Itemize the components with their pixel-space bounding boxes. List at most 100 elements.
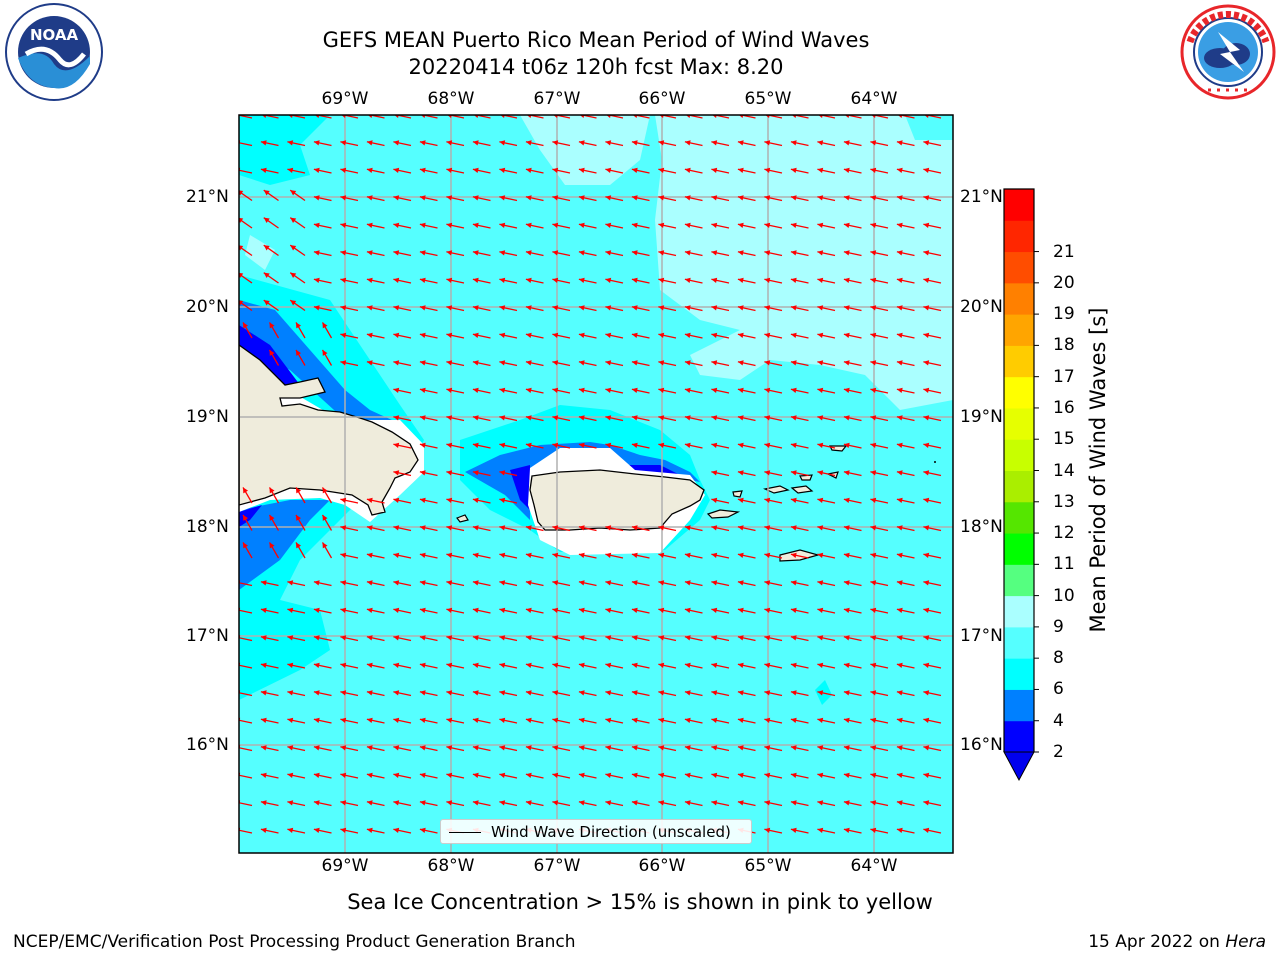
wind-arrow xyxy=(366,305,385,312)
wind-arrow xyxy=(870,690,889,697)
wind-arrow xyxy=(684,717,703,724)
wind-arrow xyxy=(605,140,624,147)
wind-arrow xyxy=(764,580,783,587)
wind-arrow xyxy=(896,827,915,834)
wind-arrow xyxy=(817,800,836,807)
lon-label-top: 67°W xyxy=(533,89,581,109)
wind-arrow xyxy=(790,662,809,669)
wind-arrow xyxy=(287,662,306,669)
wind-arrow xyxy=(419,827,438,834)
wind-arrow xyxy=(684,387,703,394)
wind-arrow xyxy=(472,167,491,174)
wind-arrow xyxy=(578,552,597,559)
wind-arrow xyxy=(552,140,571,147)
wind-arrow xyxy=(631,360,650,367)
wind-arrow xyxy=(764,387,783,394)
wind-arrow xyxy=(579,115,597,119)
wind-arrow xyxy=(552,745,571,752)
wind-arrow xyxy=(499,115,518,119)
wind-arrow xyxy=(711,277,730,284)
wind-arrow xyxy=(446,497,465,504)
wind-arrow xyxy=(313,827,332,834)
wind-arrow xyxy=(685,115,703,119)
chart-title: GEFS MEAN Puerto Rico Mean Period of Win… xyxy=(322,28,870,52)
wind-arrow xyxy=(366,497,385,504)
wind-arrow xyxy=(499,305,518,312)
wind-arrow xyxy=(658,140,677,147)
lon-label-top: 68°W xyxy=(427,89,475,109)
wind-arrow xyxy=(923,250,942,257)
lon-label-bottom: 67°W xyxy=(533,856,581,876)
wind-arrow xyxy=(764,525,783,532)
wind-arrow xyxy=(340,195,359,202)
wind-arrow xyxy=(260,140,279,147)
wind-arrow xyxy=(737,635,756,642)
wind-arrow xyxy=(711,745,730,752)
wind-arrow xyxy=(764,360,783,367)
wind-arrow xyxy=(711,115,730,119)
wind-arrow xyxy=(764,772,783,779)
colorbar-swatch xyxy=(1004,251,1034,284)
wind-arrow xyxy=(684,635,703,642)
wind-arrow xyxy=(684,250,703,257)
wind-arrow xyxy=(313,195,332,202)
wind-arrow xyxy=(499,772,518,779)
wind-arrow xyxy=(790,140,809,147)
lon-label-top: 64°W xyxy=(850,89,898,109)
wind-arrow xyxy=(790,635,809,642)
wind-arrow xyxy=(684,552,703,559)
lon-label-top: 66°W xyxy=(638,89,686,109)
wind-arrow xyxy=(578,525,597,532)
wind-arrow xyxy=(289,217,306,229)
wind-arrow xyxy=(631,387,650,394)
wind-arrow xyxy=(923,115,942,119)
wind-arrow xyxy=(446,470,465,477)
colorbar-tick-label: 13 xyxy=(1053,491,1075,512)
wind-arrow xyxy=(287,167,306,174)
wind-arrow xyxy=(499,195,518,202)
wind-arrow xyxy=(631,745,650,752)
wind-arrow xyxy=(658,195,677,202)
wind-arrow xyxy=(658,580,677,587)
wind-arrow xyxy=(525,222,544,229)
wind-arrow xyxy=(525,772,544,779)
wind-arrow xyxy=(366,580,385,587)
wind-arrow xyxy=(366,525,385,532)
wind-arrow xyxy=(268,514,280,531)
lon-label-bottom: 68°W xyxy=(427,856,475,876)
wind-arrow xyxy=(578,745,597,752)
wind-arrow xyxy=(790,332,809,339)
wind-arrow xyxy=(923,167,942,174)
wind-arrow xyxy=(817,717,836,724)
wind-arrow xyxy=(817,772,836,779)
wind-arrow xyxy=(393,360,412,367)
wind-arrow xyxy=(605,552,624,559)
wind-arrow xyxy=(817,277,836,284)
wind-arrow xyxy=(287,635,306,642)
wind-arrow xyxy=(499,250,518,257)
wind-arrow xyxy=(472,332,491,339)
wind-arrow xyxy=(295,322,306,339)
wind-arrow xyxy=(289,244,306,257)
wind-arrow xyxy=(790,800,809,807)
wind-arrow xyxy=(605,690,624,697)
wind-arrow xyxy=(897,115,915,119)
wind-arrow xyxy=(896,140,915,147)
wind-arrow xyxy=(472,800,491,807)
noaa-logo-text: NOAA xyxy=(30,26,79,44)
wind-arrow xyxy=(790,305,809,312)
wind-arrow xyxy=(631,332,650,339)
wind-arrow xyxy=(525,442,544,449)
wind-arrow xyxy=(631,442,650,449)
colorbar-tick-label: 2 xyxy=(1053,742,1064,762)
wind-arrow xyxy=(419,497,438,504)
wind-arrow xyxy=(764,115,783,119)
wind-arrow xyxy=(923,332,942,339)
wind-arrow xyxy=(817,305,836,312)
wind-arrow xyxy=(896,470,915,477)
lat-label-right: 17°N xyxy=(960,626,1003,646)
wind-arrow xyxy=(817,250,836,257)
wind-arrow xyxy=(896,195,915,202)
wind-arrow xyxy=(446,442,465,449)
wind-arrow xyxy=(525,305,544,312)
